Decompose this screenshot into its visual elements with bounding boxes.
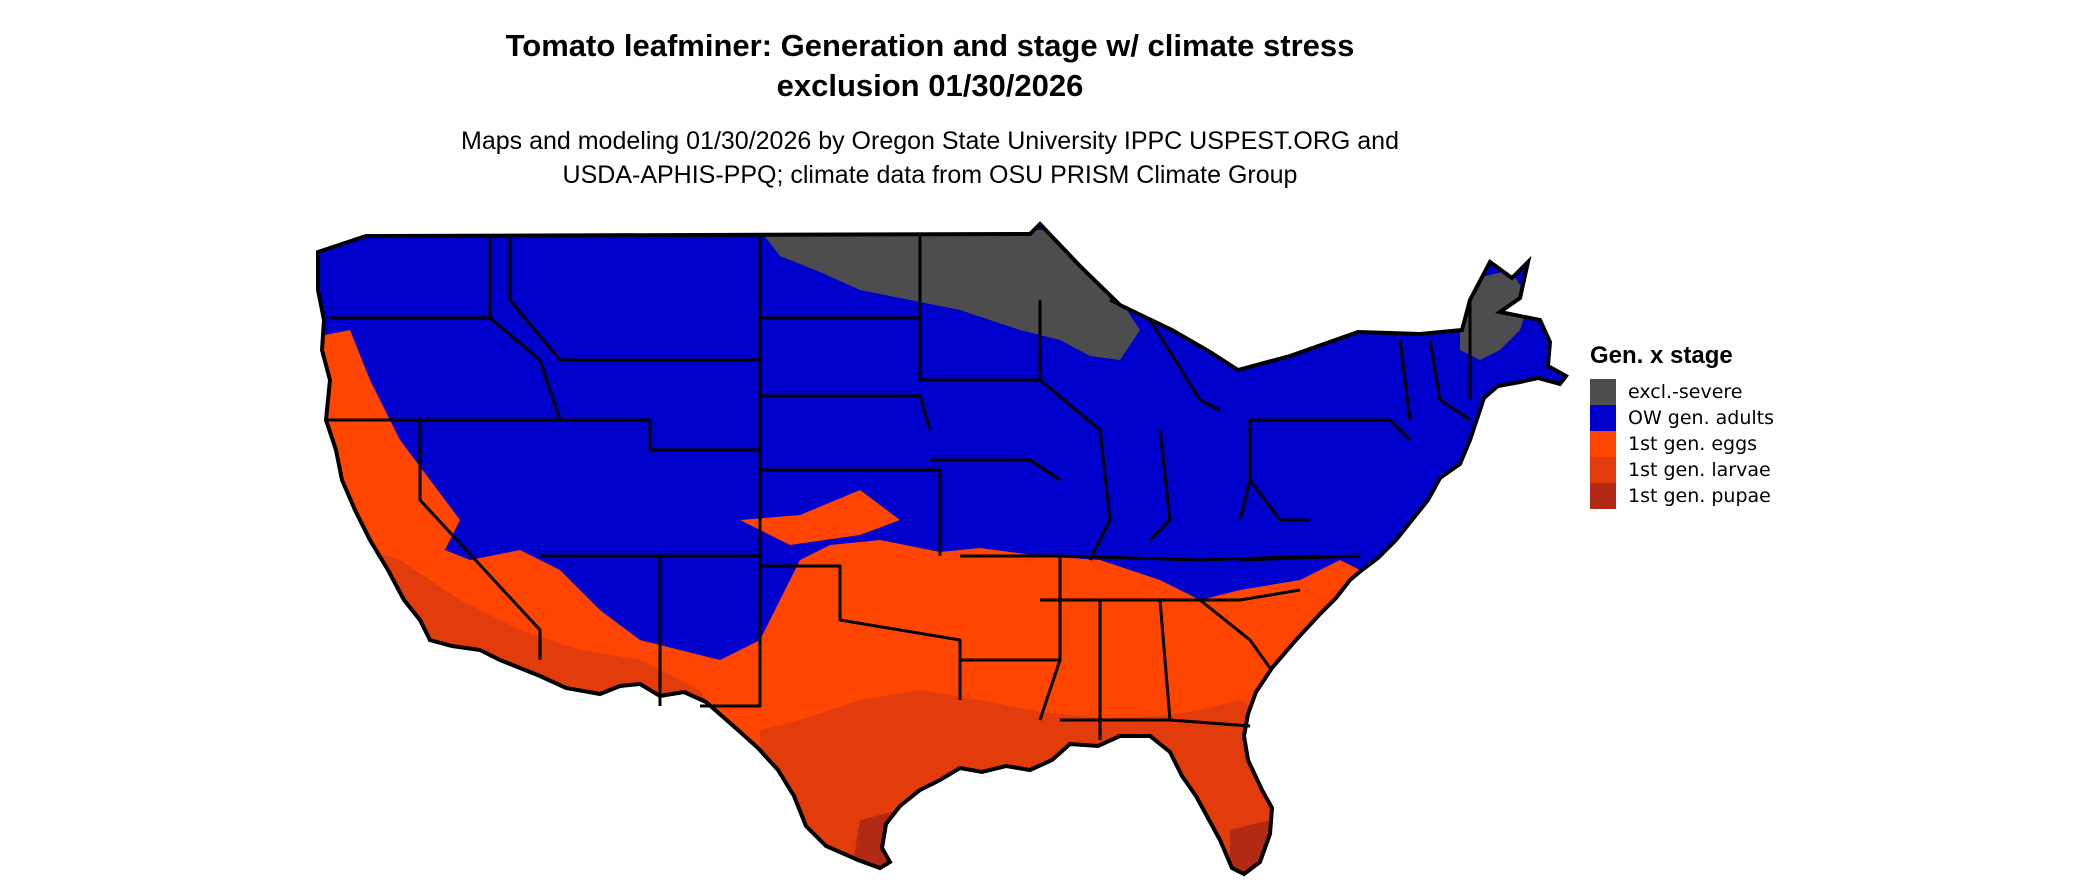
legend-swatch [1590, 379, 1616, 405]
border-nc-va [1239, 554, 1361, 562]
us-outline [316, 221, 1569, 877]
legend-swatch [1590, 405, 1616, 431]
border-ny-new-england [1398, 339, 1412, 421]
legend-label: 1st gen. larvae [1628, 459, 1771, 481]
border-new-england [1428, 339, 1471, 422]
legend-item: 1st gen. eggs [1590, 431, 1774, 457]
border-tn-ms-al [1040, 588, 1301, 602]
legend-item: OW gen. adults [1590, 405, 1774, 431]
legend-item: 1st gen. pupae [1590, 483, 1774, 509]
legend-label: excl.-severe [1628, 381, 1743, 403]
legend-label: 1st gen. pupae [1628, 485, 1771, 507]
state-borders [324, 236, 1472, 740]
legend-title: Gen. x stage [1590, 342, 1733, 369]
border-ar-la [960, 658, 1062, 721]
legend-item: excl.-severe [1590, 379, 1774, 405]
border-il-in [1088, 429, 1112, 561]
border-ga-fl [1060, 718, 1251, 728]
legend-swatch [1590, 457, 1616, 483]
border-ia-mo [930, 458, 1061, 482]
border-sd-ne [760, 394, 932, 431]
border-id [488, 236, 562, 421]
border-mt-id-wy [508, 236, 760, 362]
border-ca-nv [418, 420, 542, 660]
border-mi [1109, 298, 1221, 412]
border-ok-tx [760, 564, 962, 700]
border-wv-va [1248, 479, 1310, 522]
map-subtitle-line-1: Maps and modeling 01/30/2026 by Oregon S… [461, 127, 1399, 155]
legend-label: 1st gen. eggs [1628, 433, 1758, 455]
map-title-line-1: Tomato leafminer: Generation and stage w… [505, 28, 1355, 63]
eggs-zone-plains [740, 490, 900, 545]
border-wi-il [1038, 300, 1101, 432]
legend-items: excl.-severe OW gen. adults 1st gen. eggs 1… [1590, 379, 1774, 509]
map-title-line-2: exclusion 01/30/2026 [776, 68, 1084, 103]
legend: Gen. x stage excl.-severe OW gen. adults 1… [1590, 341, 1774, 509]
border-nm [660, 554, 762, 708]
border-in-oh [1148, 429, 1172, 542]
map-subtitle-line-2: USDA-APHIS-PPQ; climate data from OSU PR… [562, 161, 1298, 189]
border-mn-ia [918, 236, 1040, 382]
border-ga-sc [1199, 598, 1272, 669]
legend-swatch [1590, 483, 1616, 509]
legend-item: 1st gen. larvae [1590, 457, 1774, 483]
map-subtitle: Maps and modeling 01/30/2026 by Oregon S… [340, 124, 1520, 192]
excl-severe-zone-northeast [1460, 270, 1530, 360]
border-pa-ny [1250, 418, 1412, 442]
legend-label: OW gen. adults [1628, 407, 1775, 429]
excl-severe-zone-north [760, 230, 1140, 360]
map-title: Tomato leafminer: Generation and stage w… [340, 26, 1520, 106]
border-al-ga [1158, 599, 1172, 721]
legend-swatch [1590, 431, 1616, 457]
